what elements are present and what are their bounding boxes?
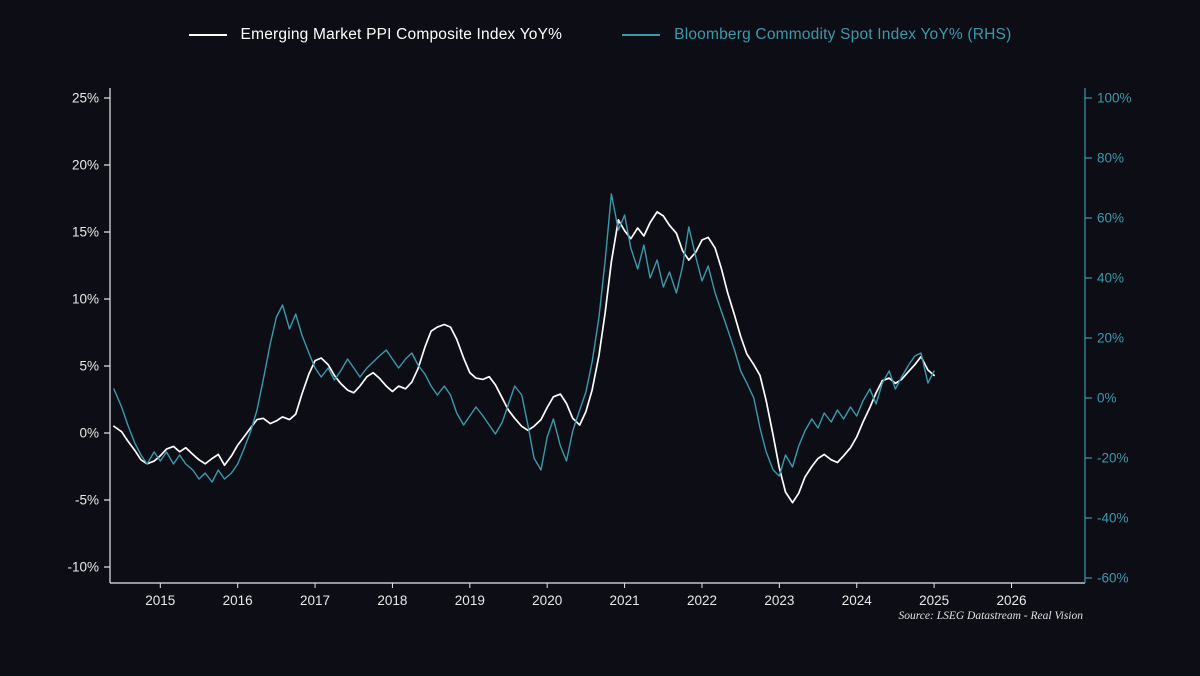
right-axis-tick-label: -60% <box>1097 571 1129 586</box>
x-axis-tick-label: 2024 <box>842 593 873 608</box>
commodity-series-line <box>113 193 935 483</box>
x-axis-tick-label: 2026 <box>996 593 1026 608</box>
chart-legend: Emerging Market PPI Composite Index YoY%… <box>0 26 1200 44</box>
right-axis-tick-label: 80% <box>1097 151 1124 166</box>
right-axis-tick-label: 40% <box>1097 271 1124 286</box>
left-axis-tick-label: 10% <box>72 292 99 307</box>
left-axis-tick-label: -10% <box>67 560 99 575</box>
x-axis-tick-label: 2021 <box>610 593 640 608</box>
left-axis-tick-label: 0% <box>79 426 99 441</box>
left-axis-tick-label: 5% <box>79 359 99 374</box>
x-axis-tick-label: 2018 <box>377 593 407 608</box>
source-note: Source: LSEG Datastream - Real Vision <box>898 610 1083 622</box>
x-axis-tick-label: 2016 <box>223 593 253 608</box>
x-axis-tick-label: 2015 <box>145 593 175 608</box>
ppi-series-line <box>113 211 935 504</box>
legend-item-ppi: Emerging Market PPI Composite Index YoY% <box>188 26 563 44</box>
dual-axis-line-chart: 25% 20% 15% 10% 5% 0% -5% -10% 100% 80% 60% 40% 20% 0… <box>67 88 1132 608</box>
x-axis-tick-label: 2023 <box>764 593 794 608</box>
x-axis-tick-label: 2017 <box>300 593 330 608</box>
right-axis-tick-label: 100% <box>1097 91 1132 106</box>
legend-label-commodity: Bloomberg Commodity Spot Index YoY% (RHS… <box>674 26 1012 43</box>
left-axis-tick-label: 15% <box>72 225 99 240</box>
x-axis-tick-label: 2025 <box>919 593 949 608</box>
x-axis-tick-label: 2020 <box>532 593 562 608</box>
right-axis-tick-label: 60% <box>1097 211 1124 226</box>
plot-area: 25% 20% 15% 10% 5% 0% -5% -10% 100% 80% 60% 40% 20% 0… <box>0 70 1200 630</box>
left-axis-tick-label: 25% <box>72 91 99 106</box>
x-axis-tick-label: 2019 <box>455 593 485 608</box>
right-axis-tick-label: -40% <box>1097 511 1129 526</box>
x-axis-tick-label: 2022 <box>687 593 717 608</box>
left-axis-tick-label: -5% <box>75 493 99 508</box>
legend-label-ppi: Emerging Market PPI Composite Index YoY% <box>240 26 563 43</box>
right-axis-tick-label: 20% <box>1097 331 1124 346</box>
left-axis-tick-label: 20% <box>72 158 99 173</box>
commodity-line-swatch-icon <box>622 34 661 36</box>
ppi-line-swatch-icon <box>188 34 227 36</box>
right-axis-tick-label: 0% <box>1097 391 1117 406</box>
legend-item-commodity: Bloomberg Commodity Spot Index YoY% (RHS… <box>622 26 1011 44</box>
right-axis-tick-label: -20% <box>1097 451 1129 466</box>
